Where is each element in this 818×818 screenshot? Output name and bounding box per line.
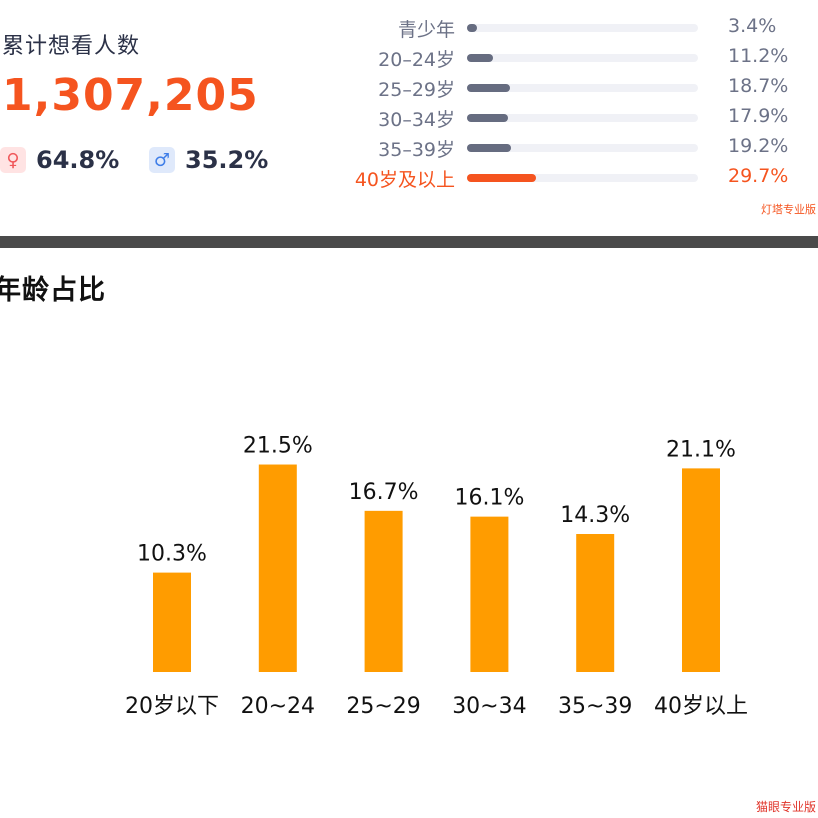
- category-label: 35~39: [558, 694, 632, 719]
- age-row-value: 18.7%: [728, 75, 789, 97]
- age-progress-track: [467, 54, 698, 62]
- bar-value-label: 10.3%: [137, 542, 207, 567]
- age-row-value: 19.2%: [728, 135, 789, 157]
- age-row-label: 青少年: [397, 19, 455, 41]
- age-row-20-24: 20–24岁 11.2%: [0, 45, 818, 71]
- female-percent: 64.8%: [36, 146, 120, 174]
- total-want-to-see-count: 1,307,205: [2, 70, 259, 121]
- bar-6: [682, 468, 720, 672]
- age-row-value: 29.7%: [728, 165, 789, 187]
- bar-5: [576, 534, 615, 672]
- age-progress-track: [467, 144, 698, 152]
- age-row-value: 17.9%: [728, 105, 789, 127]
- age-progress-track: [467, 24, 698, 32]
- bar-value-label: 21.1%: [666, 437, 736, 462]
- age-progress-fill: [467, 24, 477, 32]
- female-icon: ♀: [0, 147, 26, 173]
- age-row-label: 30–34岁: [378, 109, 455, 131]
- age-row-value: 3.4%: [728, 15, 777, 37]
- bar-value-label: 16.1%: [454, 486, 524, 511]
- age-progress-fill: [467, 114, 509, 122]
- bar-1: [153, 572, 191, 672]
- watermark-bottom: 猫眼专业版: [755, 800, 816, 814]
- bar-value-label: 14.3%: [560, 503, 630, 528]
- age-share-title: 年龄占比: [0, 275, 106, 306]
- age-row-35-39: 35–39岁 19.2%: [0, 135, 818, 161]
- male-percent: 35.2%: [185, 146, 269, 174]
- category-label: 40岁以上: [654, 694, 748, 719]
- age-row-label: 20–24岁: [378, 49, 455, 71]
- age-share-bar-chart: 10.3% 21.5% 16.7% 16.1% 14.3% 21.1% 20岁以下 20~2…: [125, 434, 748, 719]
- cumulative-want-to-see-label: 累计想看人数: [2, 34, 141, 59]
- age-row-40-plus: 40岁及以上 29.7%: [0, 165, 818, 191]
- category-label: 20~24: [241, 694, 315, 719]
- category-label: 30~34: [452, 694, 526, 719]
- age-progress-track: [467, 84, 698, 92]
- bar-value-label: 16.7%: [349, 480, 419, 505]
- age-row-25-29: 25–29岁 18.7%: [0, 75, 818, 101]
- bar-3: [364, 510, 403, 672]
- age-row-value: 11.2%: [728, 45, 789, 67]
- male-ratio: ♂ 35.2%: [149, 146, 268, 174]
- category-label: 20岁以下: [125, 694, 219, 719]
- bar-value-label: 21.5%: [243, 434, 313, 459]
- bar-2: [258, 464, 297, 672]
- age-row-teen: 青少年 3.4%: [0, 15, 818, 41]
- age-progress-fill: [467, 54, 493, 62]
- age-row-label: 40岁及以上: [354, 169, 455, 191]
- watermark-top: 灯塔专业版: [761, 203, 816, 216]
- age-progress-track: [467, 174, 698, 182]
- female-ratio: ♀ 64.8%: [0, 146, 119, 174]
- bar-4: [470, 516, 509, 672]
- section-divider: [0, 236, 818, 248]
- age-share-panel: 年龄占比 猫眼专业版: [0, 248, 818, 818]
- audience-summary-panel: 累计想看人数 1,307,205 ♀ 64.8% ♂ 35.2% 青少年 3.4…: [0, 0, 818, 236]
- age-row-label: 25–29岁: [378, 79, 455, 101]
- age-row-30-34: 30–34岁 17.9%: [0, 105, 818, 131]
- age-row-label: 35–39岁: [378, 139, 455, 161]
- age-progress-track: [467, 114, 698, 122]
- age-progress-fill: [467, 174, 536, 182]
- category-label: 25~29: [346, 694, 420, 719]
- age-progress-fill: [467, 144, 512, 152]
- age-progress-fill: [467, 84, 511, 92]
- male-icon: ♂: [149, 147, 175, 173]
